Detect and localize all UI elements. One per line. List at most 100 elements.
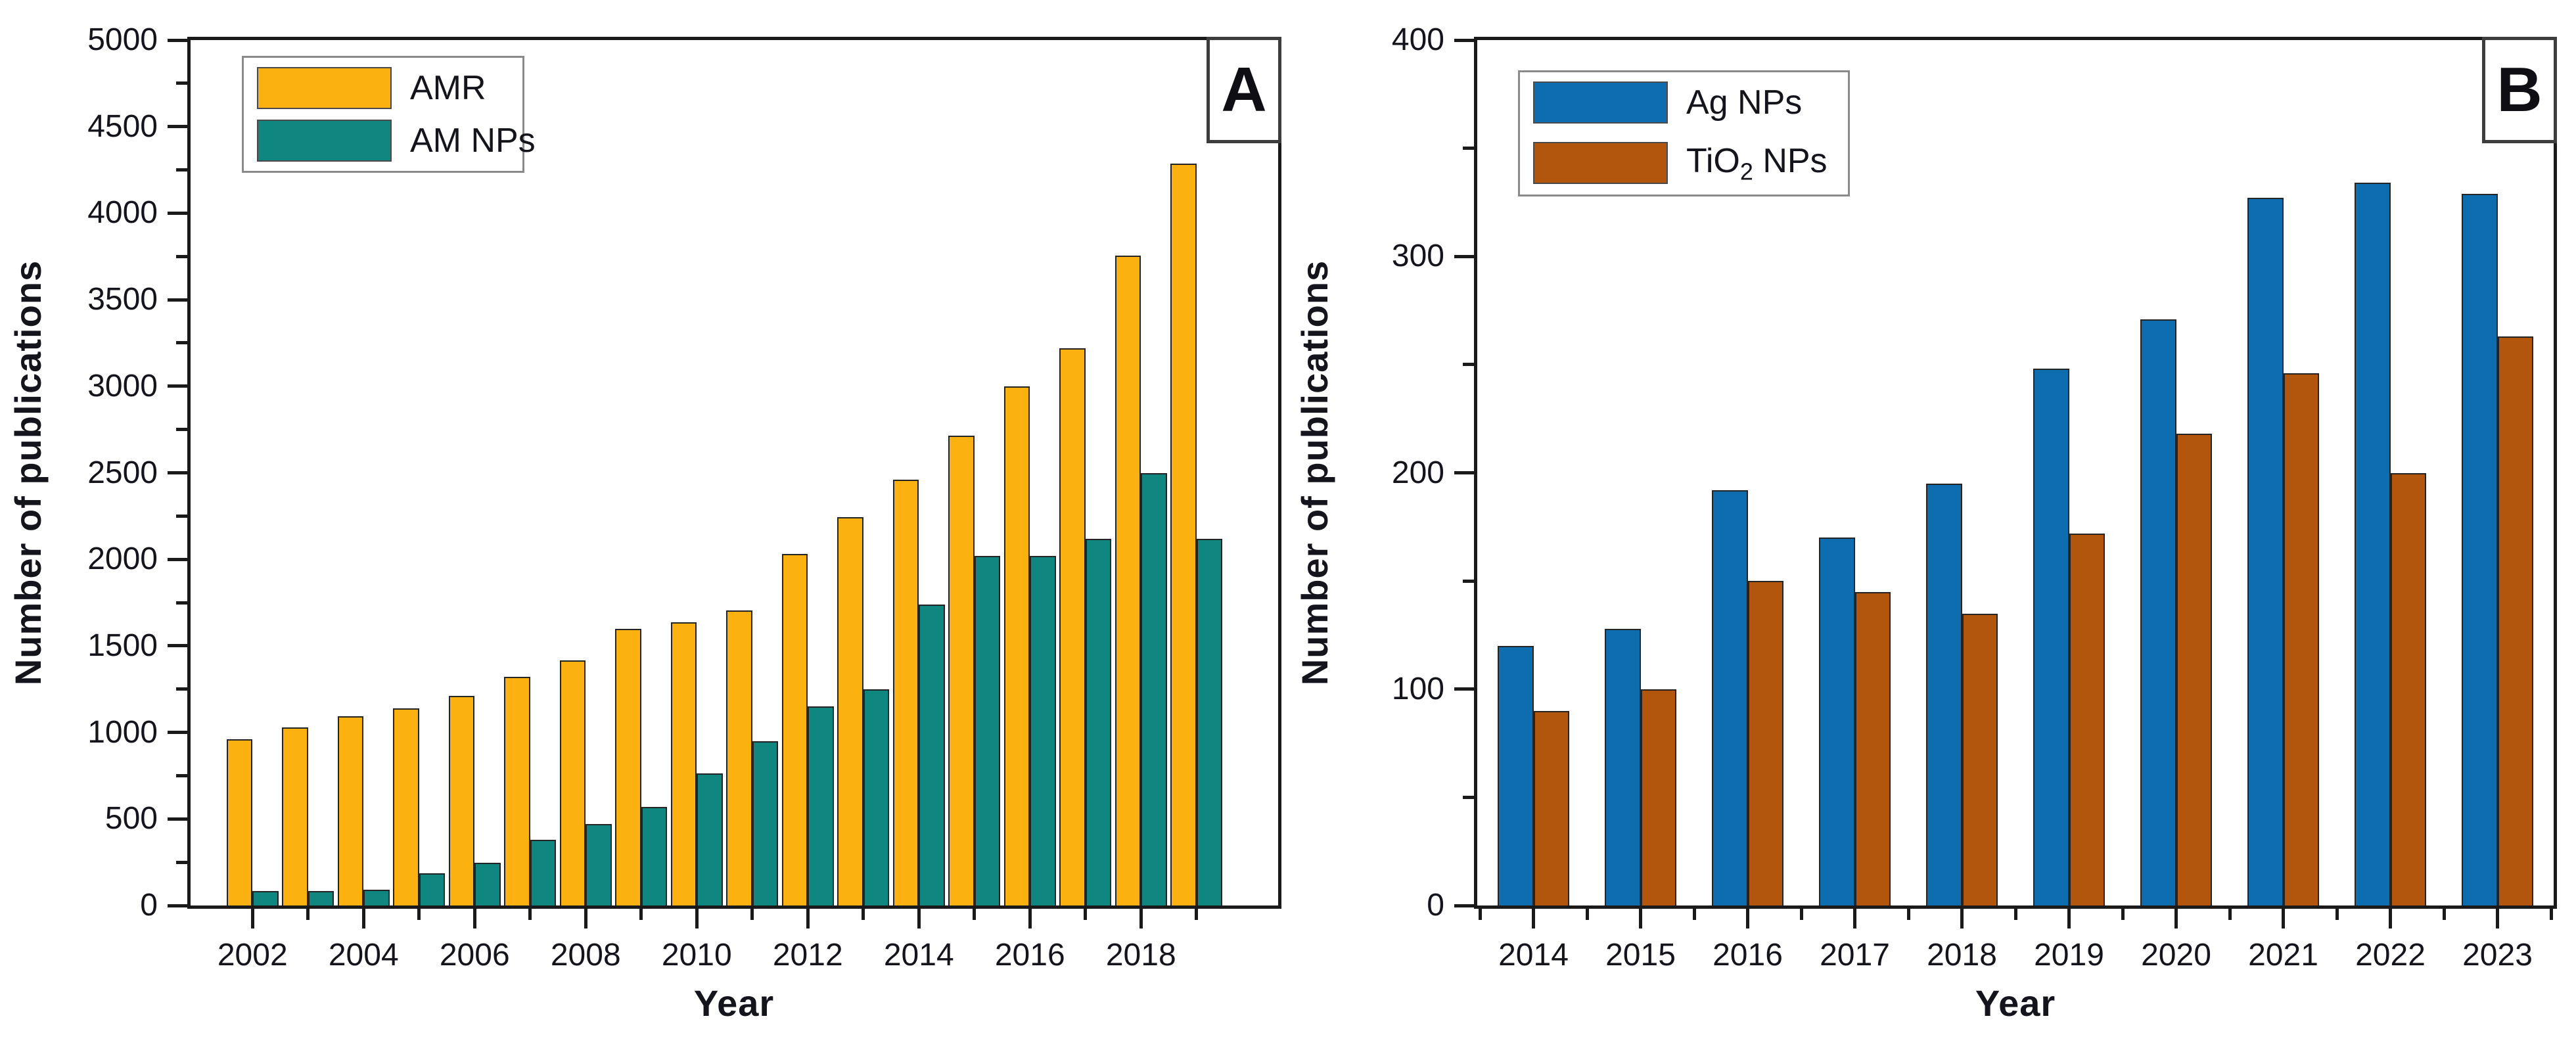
year-group-2017 <box>1058 40 1114 905</box>
bar-am-nps-2002 <box>252 890 279 905</box>
x-axis-tick-label: 2023 <box>2462 938 2533 973</box>
y-axis-tick <box>176 601 187 605</box>
year-group-2016 <box>1002 40 1058 905</box>
bar-ag-nps-2014 <box>1497 645 1534 905</box>
x-axis-minor-tick <box>2335 909 2339 920</box>
bar-ag-nps-2020 <box>2140 319 2176 905</box>
x-axis-minor-tick <box>2121 909 2125 920</box>
x-axis-tick <box>1853 909 1856 928</box>
legend-item: AMR <box>257 67 509 109</box>
x-axis-tick <box>862 909 865 920</box>
legend-item: TiO2 NPs <box>1533 141 1835 185</box>
legend-swatch <box>1533 81 1668 124</box>
year-group-2002 <box>225 40 281 905</box>
x-axis-tick <box>2067 909 2071 928</box>
y-axis-tick-label: 2000 <box>87 541 158 577</box>
x-axis-tick <box>2282 909 2285 928</box>
x-axis-tick-label: 2018 <box>1927 938 1997 973</box>
bar-amr-2010 <box>670 622 697 905</box>
x-axis-minor-tick <box>2228 909 2232 920</box>
bar-ag-nps-2015 <box>1604 628 1641 905</box>
x-axis-tick <box>1532 909 1535 928</box>
year-group-2015 <box>947 40 1003 905</box>
y-axis-tick-label: 3500 <box>87 282 158 317</box>
legend-swatch <box>1533 142 1668 185</box>
x-axis-tick-label: 2012 <box>772 938 843 973</box>
x-axis-tick-label: 2014 <box>1498 938 1569 973</box>
x-axis-tick-label: 2014 <box>883 938 954 973</box>
x-axis-tick <box>1960 909 1964 928</box>
x-axis-tick <box>2496 909 2499 928</box>
x-axis-tick <box>1139 909 1143 928</box>
bar-tio2-nps-2021 <box>2283 373 2320 905</box>
bar-amr-2002 <box>226 739 253 905</box>
x-axis-tick-label: 2015 <box>1605 938 1676 973</box>
year-group-2013 <box>836 40 892 905</box>
x-axis-tick <box>1028 909 1032 928</box>
x-axis-tick <box>1084 909 1088 920</box>
y-axis-tick <box>1463 795 1474 799</box>
bar-amr-2007 <box>504 677 530 905</box>
y-axis-tick <box>176 514 187 518</box>
x-axis-tick-label: 2002 <box>217 938 288 973</box>
x-axis-tick <box>2174 909 2178 928</box>
y-axis-tick <box>176 81 187 85</box>
bar-amr-2003 <box>282 727 308 905</box>
x-axis-tick <box>1746 909 1749 928</box>
legend-item: Ag NPs <box>1533 81 1835 124</box>
bar-am-nps-2011 <box>752 741 779 905</box>
bar-am-nps-2007 <box>530 839 557 905</box>
panel-a-x-axis-title: Year <box>693 982 775 1024</box>
bar-tio2-nps-2023 <box>2497 336 2534 905</box>
x-axis-tick <box>695 909 699 928</box>
y-axis-tick <box>176 254 187 258</box>
bar-am-nps-2014 <box>919 604 945 905</box>
y-axis-tick-label: 4500 <box>87 108 158 144</box>
y-axis-tick <box>176 687 187 691</box>
bar-tio2-nps-2018 <box>1962 613 1998 905</box>
y-axis-tick-label: 500 <box>104 801 158 836</box>
x-axis-tick-label: 2017 <box>1820 938 1890 973</box>
x-axis-tick-label: 2019 <box>2034 938 2104 973</box>
x-axis-tick-label: 2006 <box>439 938 510 973</box>
year-group-2017 <box>1801 40 1908 905</box>
y-axis-tick-label: 3000 <box>87 368 158 403</box>
bar-ag-nps-2016 <box>1711 490 1748 905</box>
bar-tio2-nps-2017 <box>1854 591 1891 905</box>
x-axis-tick-label: 2018 <box>1105 938 1176 973</box>
bars-container <box>225 40 1224 905</box>
bar-am-nps-2012 <box>808 706 834 905</box>
x-axis-tick <box>2389 909 2392 928</box>
bar-am-nps-2013 <box>863 689 890 905</box>
x-axis-tick <box>472 909 476 928</box>
year-group-2006 <box>447 40 503 905</box>
x-axis-minor-tick <box>2442 909 2446 920</box>
bar-tio2-nps-2016 <box>1747 581 1784 905</box>
bar-am-nps-2004 <box>363 890 390 905</box>
x-axis-tick <box>417 909 421 920</box>
year-group-2018 <box>1908 40 2015 905</box>
legend: AMR AM NPs <box>242 56 536 173</box>
y-axis-tick <box>168 471 187 474</box>
y-axis-tick <box>168 384 187 388</box>
y-axis-tick-label: 2500 <box>87 455 158 490</box>
x-axis-tick <box>639 909 643 920</box>
bars-container <box>1480 40 2551 905</box>
panel-a-plot-area: A 0 500 1000 1500 2000 2500 3000 3500 4000 4500 50… <box>87 22 1281 973</box>
x-axis-tick-label: 2016 <box>994 938 1065 973</box>
y-axis-tick <box>168 817 187 821</box>
bar-am-nps-2008 <box>586 824 612 905</box>
bar-amr-2015 <box>948 435 975 905</box>
bar-ag-nps-2019 <box>2033 369 2069 905</box>
y-axis-tick <box>176 860 187 864</box>
x-axis-tick <box>306 909 310 920</box>
x-axis-tick-label: 2020 <box>2141 938 2211 973</box>
y-axis-tick <box>1454 471 1474 474</box>
y-axis-tick <box>168 557 187 561</box>
x-axis-tick <box>528 909 532 920</box>
year-group-2005 <box>392 40 448 905</box>
bar-am-nps-2015 <box>974 555 1001 905</box>
x-axis-tick <box>361 909 365 928</box>
bar-ag-nps-2018 <box>1925 483 1962 905</box>
x-axis-tick <box>1195 909 1199 920</box>
